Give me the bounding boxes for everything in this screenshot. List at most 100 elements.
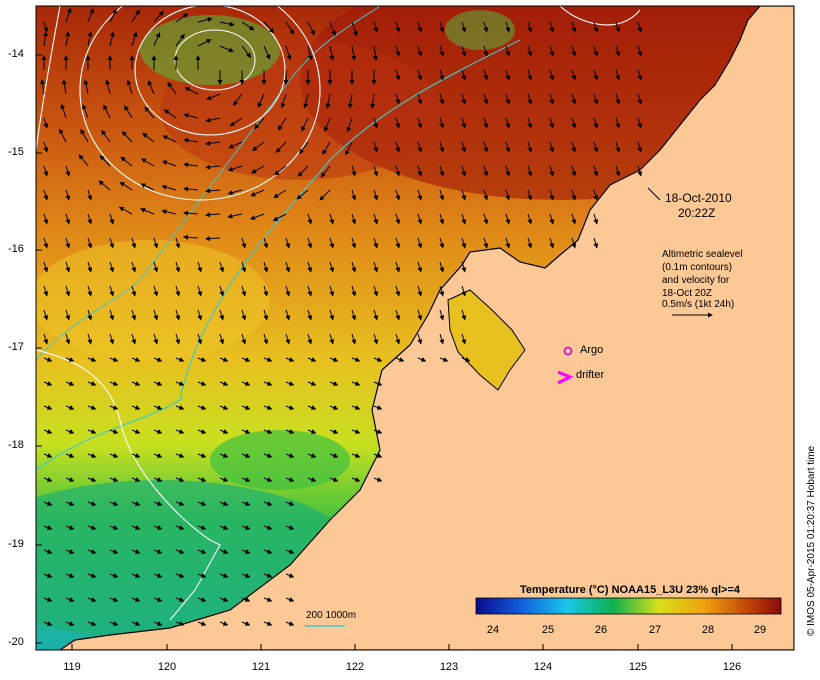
velocity-arrow <box>373 453 383 458</box>
velocity-arrow <box>417 189 423 201</box>
velocity-arrow <box>329 261 335 273</box>
velocity-arrow <box>461 333 467 345</box>
velocity-arrow <box>571 93 577 105</box>
velocity-arrow <box>320 165 331 178</box>
velocity-arrow <box>241 621 251 626</box>
velocity-arrow <box>65 573 75 578</box>
velocity-arrow <box>153 597 163 602</box>
velocity-arrow <box>351 21 358 37</box>
velocity-arrow <box>241 453 251 458</box>
velocity-arrow <box>175 333 181 345</box>
velocity-arrow <box>43 309 49 321</box>
velocity-arrow <box>615 165 621 177</box>
velocity-arrow <box>461 309 467 321</box>
colorbar-tick: 25 <box>541 624 555 636</box>
velocity-arrow <box>373 237 379 249</box>
velocity-arrow <box>571 237 577 249</box>
velocity-arrow <box>571 189 577 201</box>
velocity-arrow <box>351 309 357 321</box>
velocity-arrow <box>549 165 555 177</box>
velocity-arrow <box>505 141 511 153</box>
velocity-arrow <box>417 165 423 177</box>
velocity-arrow <box>205 188 221 194</box>
velocity-arrow <box>241 309 247 321</box>
velocity-arrow <box>351 453 361 458</box>
velocity-arrow <box>285 597 295 602</box>
velocity-arrow <box>197 381 207 386</box>
velocity-arrow <box>65 525 75 530</box>
velocity-arrow <box>307 381 317 386</box>
velocity-arrow <box>373 21 379 33</box>
velocity-arrow <box>593 165 599 177</box>
velocity-arrow <box>109 309 115 321</box>
velocity-arrow <box>60 103 67 119</box>
velocity-arrow <box>65 621 75 626</box>
velocity-arrow <box>65 429 75 434</box>
velocity-arrow <box>219 429 229 434</box>
velocity-arrow <box>175 429 185 434</box>
velocity-arrow <box>373 261 379 273</box>
velocity-arrow <box>263 597 273 602</box>
velocity-arrow <box>142 132 155 143</box>
velocity-arrow <box>219 453 229 458</box>
velocity-arrow <box>197 261 203 273</box>
velocity-arrow <box>277 117 287 131</box>
velocity-arrow <box>87 237 93 249</box>
velocity-arrow <box>329 213 335 225</box>
velocity-arrow <box>417 69 423 81</box>
velocity-arrow <box>43 117 49 129</box>
velocity-arrow <box>153 405 163 410</box>
velocity-arrow <box>254 117 265 130</box>
velocity-arrow <box>43 597 53 602</box>
velocity-arrow <box>65 285 71 297</box>
velocity-arrow <box>417 45 423 57</box>
velocity-arrow <box>241 573 251 578</box>
velocity-arrow <box>229 117 243 127</box>
velocity-arrow <box>527 189 533 201</box>
velocity-arrow <box>272 213 287 221</box>
velocity-arrow <box>87 621 97 626</box>
velocity-arrow <box>483 69 489 81</box>
velocity-arrow <box>285 333 291 345</box>
velocity-arrow <box>439 189 445 201</box>
velocity-arrow <box>87 525 97 530</box>
velocity-arrow <box>549 141 555 153</box>
velocity-arrow <box>395 309 401 321</box>
velocity-arrow <box>153 333 159 345</box>
velocity-arrow <box>205 164 221 170</box>
velocity-arrow <box>87 597 97 602</box>
velocity-arrow <box>87 429 97 434</box>
velocity-arrow <box>571 213 577 225</box>
velocity-arrow <box>351 477 361 482</box>
velocity-arrow <box>65 165 71 177</box>
x-tick-label: 122 <box>345 661 365 673</box>
velocity-arrow <box>395 333 401 345</box>
velocity-arrow <box>527 69 533 81</box>
velocity-arrow <box>373 357 383 362</box>
velocity-arrow <box>329 21 337 36</box>
velocity-arrow <box>329 453 339 458</box>
velocity-arrow <box>43 501 53 506</box>
velocity-arrow <box>163 109 177 119</box>
velocity-arrow <box>263 477 273 482</box>
velocity-arrow <box>329 237 335 249</box>
velocity-arrow <box>347 93 353 109</box>
velocity-arrow <box>329 357 339 362</box>
velocity-arrow <box>153 10 164 23</box>
velocity-arrow <box>219 501 229 506</box>
velocity-arrow <box>205 117 221 123</box>
velocity-arrow <box>461 165 467 177</box>
velocity-arrow <box>351 45 357 61</box>
velocity-arrow <box>329 405 339 410</box>
velocity-arrow <box>351 333 357 345</box>
velocity-arrow <box>274 165 287 176</box>
velocity-arrow <box>153 381 163 386</box>
velocity-arrow <box>395 261 401 273</box>
velocity-arrow <box>43 525 53 530</box>
velocity-arrow <box>263 453 273 458</box>
velocity-arrow <box>153 357 163 362</box>
velocity-arrow <box>439 45 445 57</box>
velocity-arrow <box>252 141 265 151</box>
velocity-arrow <box>109 357 119 362</box>
velocity-arrow <box>131 237 137 249</box>
